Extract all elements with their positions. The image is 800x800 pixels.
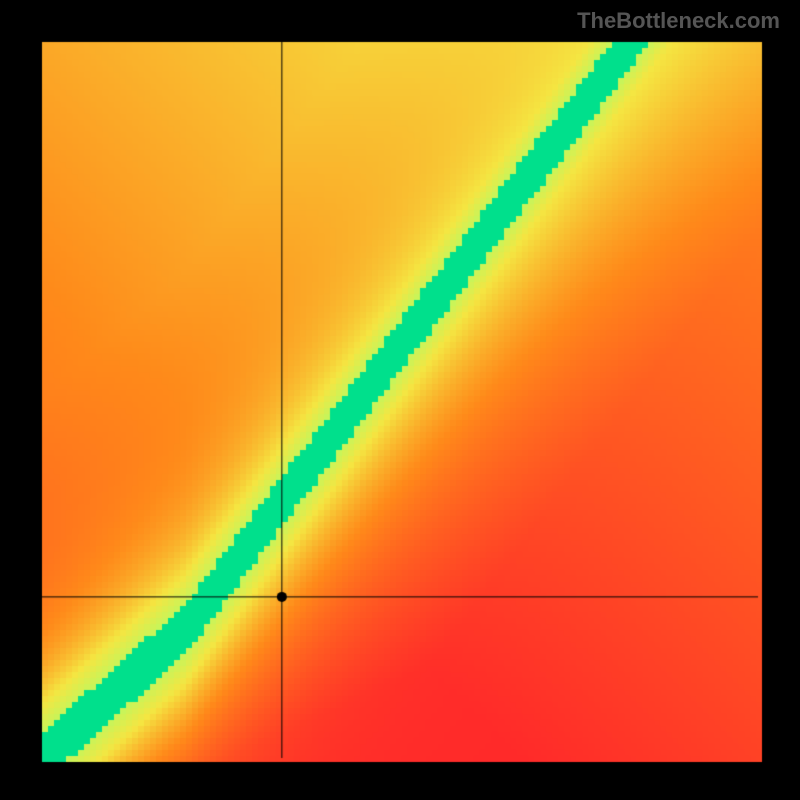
bottleneck-heatmap [0, 0, 800, 800]
watermark-label: TheBottleneck.com [577, 8, 780, 34]
